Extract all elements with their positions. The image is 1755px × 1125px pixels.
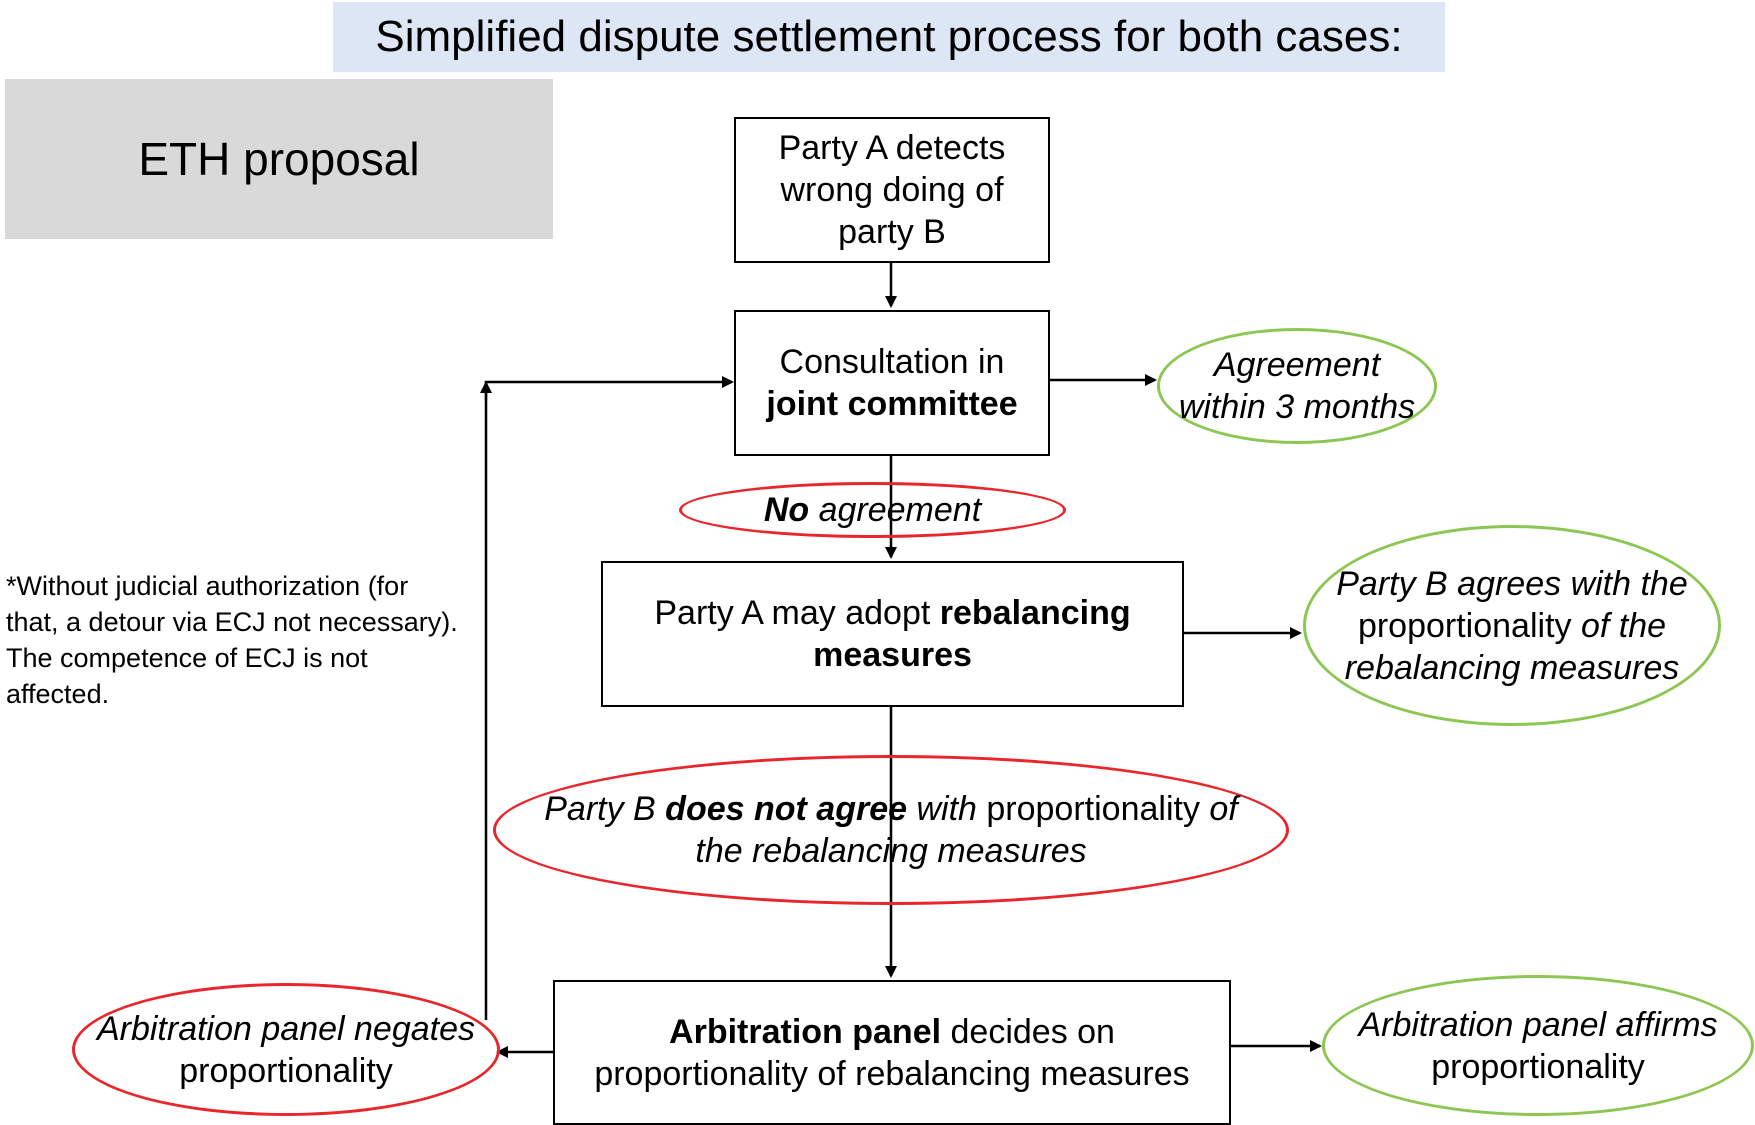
consult-box: Consultation in joint committee — [734, 310, 1050, 456]
arbitration-rest: decides on — [941, 1012, 1115, 1051]
footnote: *Without judicial authorization (for tha… — [6, 571, 458, 709]
agreement-line1: Agreement — [1213, 346, 1381, 384]
page-title: Simplified dispute settlement process fo… — [333, 2, 1445, 72]
detect-line3: party B — [838, 213, 946, 251]
b-agrees-it: of the — [1571, 606, 1667, 645]
b-disagrees-line2: the rebalancing measures — [695, 832, 1087, 870]
consult-line1: Consultation in — [779, 343, 1005, 381]
arbitration-line2: proportionality of rebalancing measures — [594, 1054, 1190, 1093]
arbitration-bold: Arbitration panel — [669, 1012, 942, 1051]
b-disagrees-plain: proportionality — [986, 790, 1200, 828]
proposal-label: ETH proposal — [5, 79, 553, 239]
detect-line1: Party A detects — [778, 129, 1006, 167]
b-agrees-line1: Party B agrees with the — [1336, 564, 1688, 603]
b-agrees-line3: rebalancing measures — [1344, 648, 1680, 687]
no-agreement-bold: No — [763, 491, 810, 529]
b-disagrees-oval: Party B does not agree with proportional… — [493, 755, 1289, 905]
consult-line2: joint committee — [766, 385, 1018, 423]
b-disagrees-pre: Party B — [544, 790, 666, 828]
no-agreement-rest: agreement — [809, 491, 982, 529]
negates-line1: Arbitration panel negates — [96, 1009, 476, 1048]
no-agreement-oval: No agreement — [679, 482, 1066, 538]
rebalance-box: Party A may adopt rebalancing measures — [601, 561, 1184, 707]
affirms-line2: proportionality — [1431, 1047, 1645, 1086]
b-disagrees-line1: Party B does not agree with proportional… — [544, 788, 1238, 830]
agreement-line2: within 3 months — [1178, 388, 1416, 426]
affirms-line1: Arbitration panel affirms — [1358, 1005, 1718, 1044]
detect-line2: wrong doing of — [780, 171, 1004, 209]
detect-box: Party A detects wrong doing of party B — [734, 117, 1050, 263]
rebalance-bold2: measures — [813, 636, 972, 674]
agreement-oval: Agreement within 3 months — [1157, 328, 1437, 444]
no-agreement-text: No agreement — [764, 489, 981, 531]
rebalance-line1: Party A may adopt rebalancing — [654, 592, 1130, 634]
b-agrees-oval: Party B agrees with the proportionality … — [1303, 525, 1721, 726]
rebalance-pre: Party A may adopt — [654, 594, 940, 632]
negates-line2: proportionality — [179, 1051, 393, 1090]
negates-oval: Arbitration panel negates proportionalit… — [72, 983, 500, 1116]
b-agrees-line2: proportionality of the — [1358, 605, 1666, 647]
b-disagrees-mid: with — [907, 790, 987, 828]
rebalance-bold1: rebalancing — [939, 594, 1131, 632]
b-disagrees-bold: does not agree — [665, 790, 908, 828]
affirms-oval: Arbitration panel affirms proportionalit… — [1322, 975, 1754, 1116]
b-agrees-plain: proportionality — [1357, 606, 1572, 645]
arbitration-box: Arbitration panel decides on proportiona… — [553, 980, 1231, 1125]
b-disagrees-post: of — [1199, 790, 1238, 828]
arbitration-line1: Arbitration panel decides on — [669, 1011, 1115, 1053]
